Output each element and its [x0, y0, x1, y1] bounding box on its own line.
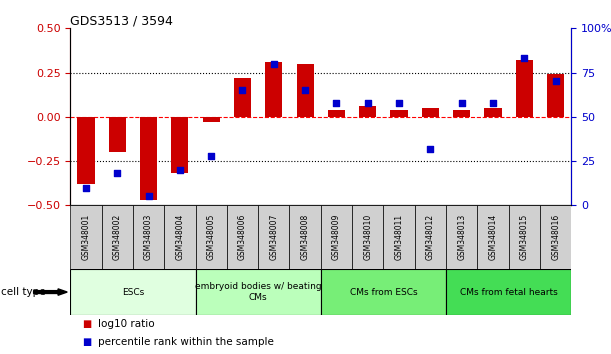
Text: percentile rank within the sample: percentile rank within the sample	[98, 337, 274, 347]
Point	[81, 185, 91, 190]
Text: ■: ■	[82, 319, 92, 329]
Bar	[203, 117, 220, 122]
Bar	[352, 205, 384, 269]
Bar	[477, 205, 509, 269]
Bar	[171, 117, 188, 173]
Text: GSM348007: GSM348007	[269, 214, 278, 261]
Text: GSM348002: GSM348002	[113, 214, 122, 260]
Bar	[359, 106, 376, 117]
Bar	[321, 269, 446, 315]
Point	[207, 153, 216, 159]
Text: ■: ■	[82, 337, 92, 347]
Bar	[78, 117, 95, 184]
Bar	[234, 78, 251, 117]
Text: GSM348005: GSM348005	[207, 214, 216, 261]
Bar	[258, 205, 290, 269]
Text: CMs from fetal hearts: CMs from fetal hearts	[460, 287, 557, 297]
Bar	[196, 269, 321, 315]
Point	[363, 100, 373, 105]
Text: GSM348009: GSM348009	[332, 214, 341, 261]
Bar	[390, 110, 408, 117]
Bar	[516, 60, 533, 117]
Bar	[415, 205, 446, 269]
Point	[238, 87, 247, 93]
Point	[332, 100, 342, 105]
Text: ESCs: ESCs	[122, 287, 144, 297]
Point	[144, 194, 153, 199]
Bar	[509, 205, 540, 269]
Bar	[321, 205, 352, 269]
Text: GSM348004: GSM348004	[175, 214, 185, 261]
Point	[112, 171, 122, 176]
Text: cell type: cell type	[1, 287, 46, 297]
Bar	[70, 269, 196, 315]
Bar	[384, 205, 415, 269]
Point	[175, 167, 185, 173]
Bar	[446, 269, 571, 315]
Bar	[453, 110, 470, 117]
Point	[551, 79, 560, 84]
Text: GSM348003: GSM348003	[144, 214, 153, 261]
Point	[488, 100, 498, 105]
Text: GSM348010: GSM348010	[364, 214, 372, 260]
Text: GSM348006: GSM348006	[238, 214, 247, 261]
Text: GDS3513 / 3594: GDS3513 / 3594	[70, 14, 173, 27]
Text: GSM348015: GSM348015	[520, 214, 529, 260]
Text: GSM348013: GSM348013	[457, 214, 466, 260]
Text: GSM348011: GSM348011	[395, 214, 403, 260]
Bar	[547, 74, 564, 117]
Text: GSM348001: GSM348001	[81, 214, 90, 260]
Bar	[540, 205, 571, 269]
Text: GSM348008: GSM348008	[301, 214, 310, 260]
Text: embryoid bodies w/ beating
CMs: embryoid bodies w/ beating CMs	[195, 282, 321, 302]
Point	[425, 146, 435, 152]
Text: CMs from ESCs: CMs from ESCs	[349, 287, 417, 297]
Bar	[140, 117, 157, 200]
Bar	[109, 117, 126, 152]
Bar	[196, 205, 227, 269]
Point	[519, 56, 529, 61]
Bar	[101, 205, 133, 269]
Point	[457, 100, 467, 105]
Text: GSM348016: GSM348016	[551, 214, 560, 260]
Bar	[133, 205, 164, 269]
Bar	[70, 205, 101, 269]
Bar	[328, 110, 345, 117]
Bar	[164, 205, 196, 269]
Bar	[422, 108, 439, 117]
Point	[394, 100, 404, 105]
Point	[300, 87, 310, 93]
Bar	[227, 205, 258, 269]
Text: GSM348012: GSM348012	[426, 214, 435, 260]
Bar	[296, 64, 313, 117]
Bar	[265, 62, 282, 117]
Text: log10 ratio: log10 ratio	[98, 319, 155, 329]
Point	[269, 61, 279, 67]
Bar	[290, 205, 321, 269]
Bar	[446, 205, 477, 269]
Text: GSM348014: GSM348014	[489, 214, 497, 260]
Bar	[485, 108, 502, 117]
